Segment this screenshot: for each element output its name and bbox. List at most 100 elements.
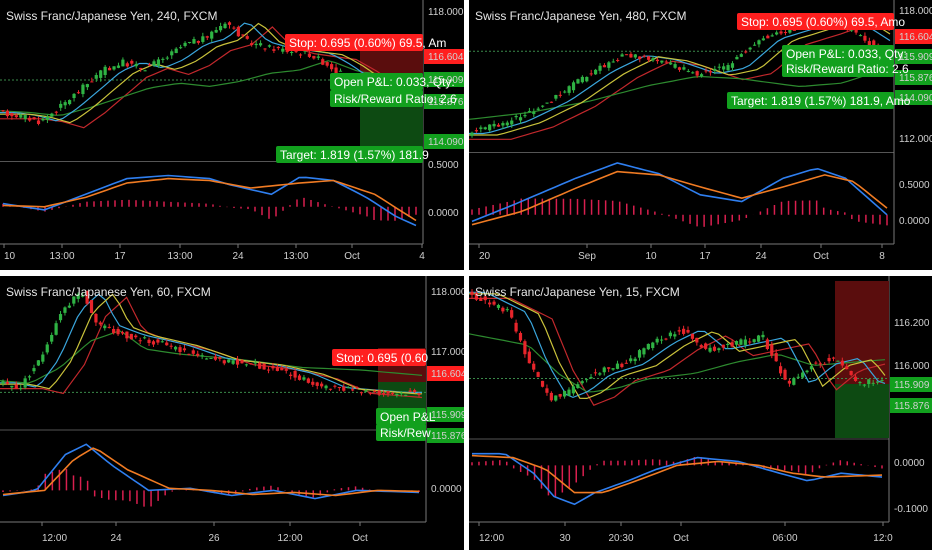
candle-body — [307, 53, 312, 57]
macd-tick-label: 0.0000 — [431, 484, 462, 495]
candle-body — [479, 127, 483, 129]
candle-body — [470, 291, 474, 295]
time-tick-label: 12:00 — [277, 533, 302, 544]
candle-body — [585, 379, 589, 381]
candle-body — [646, 56, 651, 60]
candle-body — [231, 360, 235, 364]
time-tick-label: 17 — [114, 251, 126, 262]
candle-body — [183, 42, 187, 46]
candle-body — [368, 392, 372, 394]
macd-tick-label: 0.5000 — [899, 180, 930, 191]
price-tick-label: 114.090 — [899, 93, 932, 104]
candle-body — [192, 39, 196, 44]
candle-body — [787, 380, 792, 384]
candle-body — [836, 360, 840, 362]
target-price-tag — [895, 90, 932, 105]
candle-body — [302, 377, 306, 380]
candle-body — [721, 344, 725, 348]
candle-body — [81, 84, 85, 95]
chart-pane-240: Swiss Franc/Japanese Yen, 240, FXCM 118.0… — [0, 0, 464, 270]
candle-body — [615, 363, 620, 369]
candle-body — [272, 49, 276, 51]
candle-body — [107, 326, 111, 328]
candle-body — [67, 305, 71, 308]
candle-body — [324, 385, 328, 389]
candle-body — [514, 115, 518, 118]
candle-body — [334, 67, 338, 74]
candle-body — [872, 40, 876, 48]
ema-yellow-line — [0, 22, 420, 124]
candle-body — [783, 32, 788, 34]
candle-body — [831, 357, 836, 359]
candle-body — [50, 334, 54, 342]
candle-body — [682, 67, 686, 70]
candle-body — [253, 362, 257, 364]
candle-body — [27, 376, 32, 378]
candle-body — [704, 343, 708, 349]
candle-body — [496, 305, 501, 308]
candle-body — [23, 378, 27, 388]
candle-body — [351, 389, 355, 391]
candle-body — [567, 389, 571, 396]
candle-body — [72, 93, 76, 99]
candle-body — [36, 120, 41, 124]
candle-body — [293, 371, 297, 378]
time-tick-label: Sep — [578, 251, 596, 262]
candle-body — [54, 111, 58, 113]
price-tick-label: 116.604 — [899, 32, 932, 43]
candle-body — [611, 368, 615, 370]
candle-body — [642, 55, 646, 57]
candle-body — [722, 66, 726, 70]
price-tick-label: 116.604 — [428, 52, 464, 63]
time-tick-label: 13:00 — [167, 251, 192, 262]
candle-body — [311, 381, 315, 385]
candle-body — [294, 51, 298, 53]
time-tick-label: 24 — [110, 533, 122, 544]
time-tick-label: 24 — [755, 251, 767, 262]
candle-body — [94, 313, 98, 323]
candle-body — [236, 26, 240, 37]
candle-body — [390, 392, 395, 394]
candle-body — [589, 73, 593, 75]
candle-body — [686, 329, 690, 333]
candle-body — [527, 111, 531, 113]
candle-body — [214, 29, 218, 33]
candle-body — [103, 325, 107, 329]
candle-body — [280, 367, 284, 371]
target-zone — [835, 384, 889, 438]
chart-svg: Swiss Franc/Japanese Yen, 480, FXCM 118.0… — [469, 0, 932, 262]
position-price-tag — [895, 49, 932, 64]
candle-body — [488, 124, 492, 131]
candle-body — [766, 35, 770, 39]
time-tick-label: 30 — [559, 533, 571, 544]
candle-body — [85, 84, 89, 88]
candle-body — [880, 380, 884, 382]
candle-body — [32, 368, 36, 372]
price-tick-label: 118.000 — [899, 6, 932, 17]
candle-body — [541, 105, 545, 107]
candle-body — [505, 122, 509, 126]
stop-label-bg — [285, 34, 423, 51]
candle-body — [205, 36, 209, 38]
candle-body — [179, 47, 183, 49]
ema-yellow-line — [0, 293, 423, 395]
candle-body — [607, 367, 611, 369]
candle-body — [562, 390, 567, 397]
candle-body — [717, 66, 721, 68]
candle-body — [254, 43, 258, 46]
candle-body — [805, 370, 809, 373]
candle-body — [756, 335, 761, 342]
candle-body — [470, 132, 474, 136]
candle-body — [139, 67, 143, 69]
candle-body — [112, 328, 116, 334]
candle-body — [235, 359, 240, 365]
candle-body — [1, 110, 5, 112]
chart-pane-15: Swiss Franc/Japanese Yen, 15, FXCM 116.20… — [469, 276, 932, 550]
open-pnl-label: Open P&L: 0.033, Qty: — [786, 47, 907, 61]
position-price-tag — [890, 377, 932, 392]
risk-reward-label-bg — [376, 424, 426, 441]
time-tick-label: 26 — [208, 533, 220, 544]
candle-body — [545, 388, 549, 393]
ema-yellow-line — [469, 293, 886, 400]
sma-green-line — [0, 330, 423, 384]
